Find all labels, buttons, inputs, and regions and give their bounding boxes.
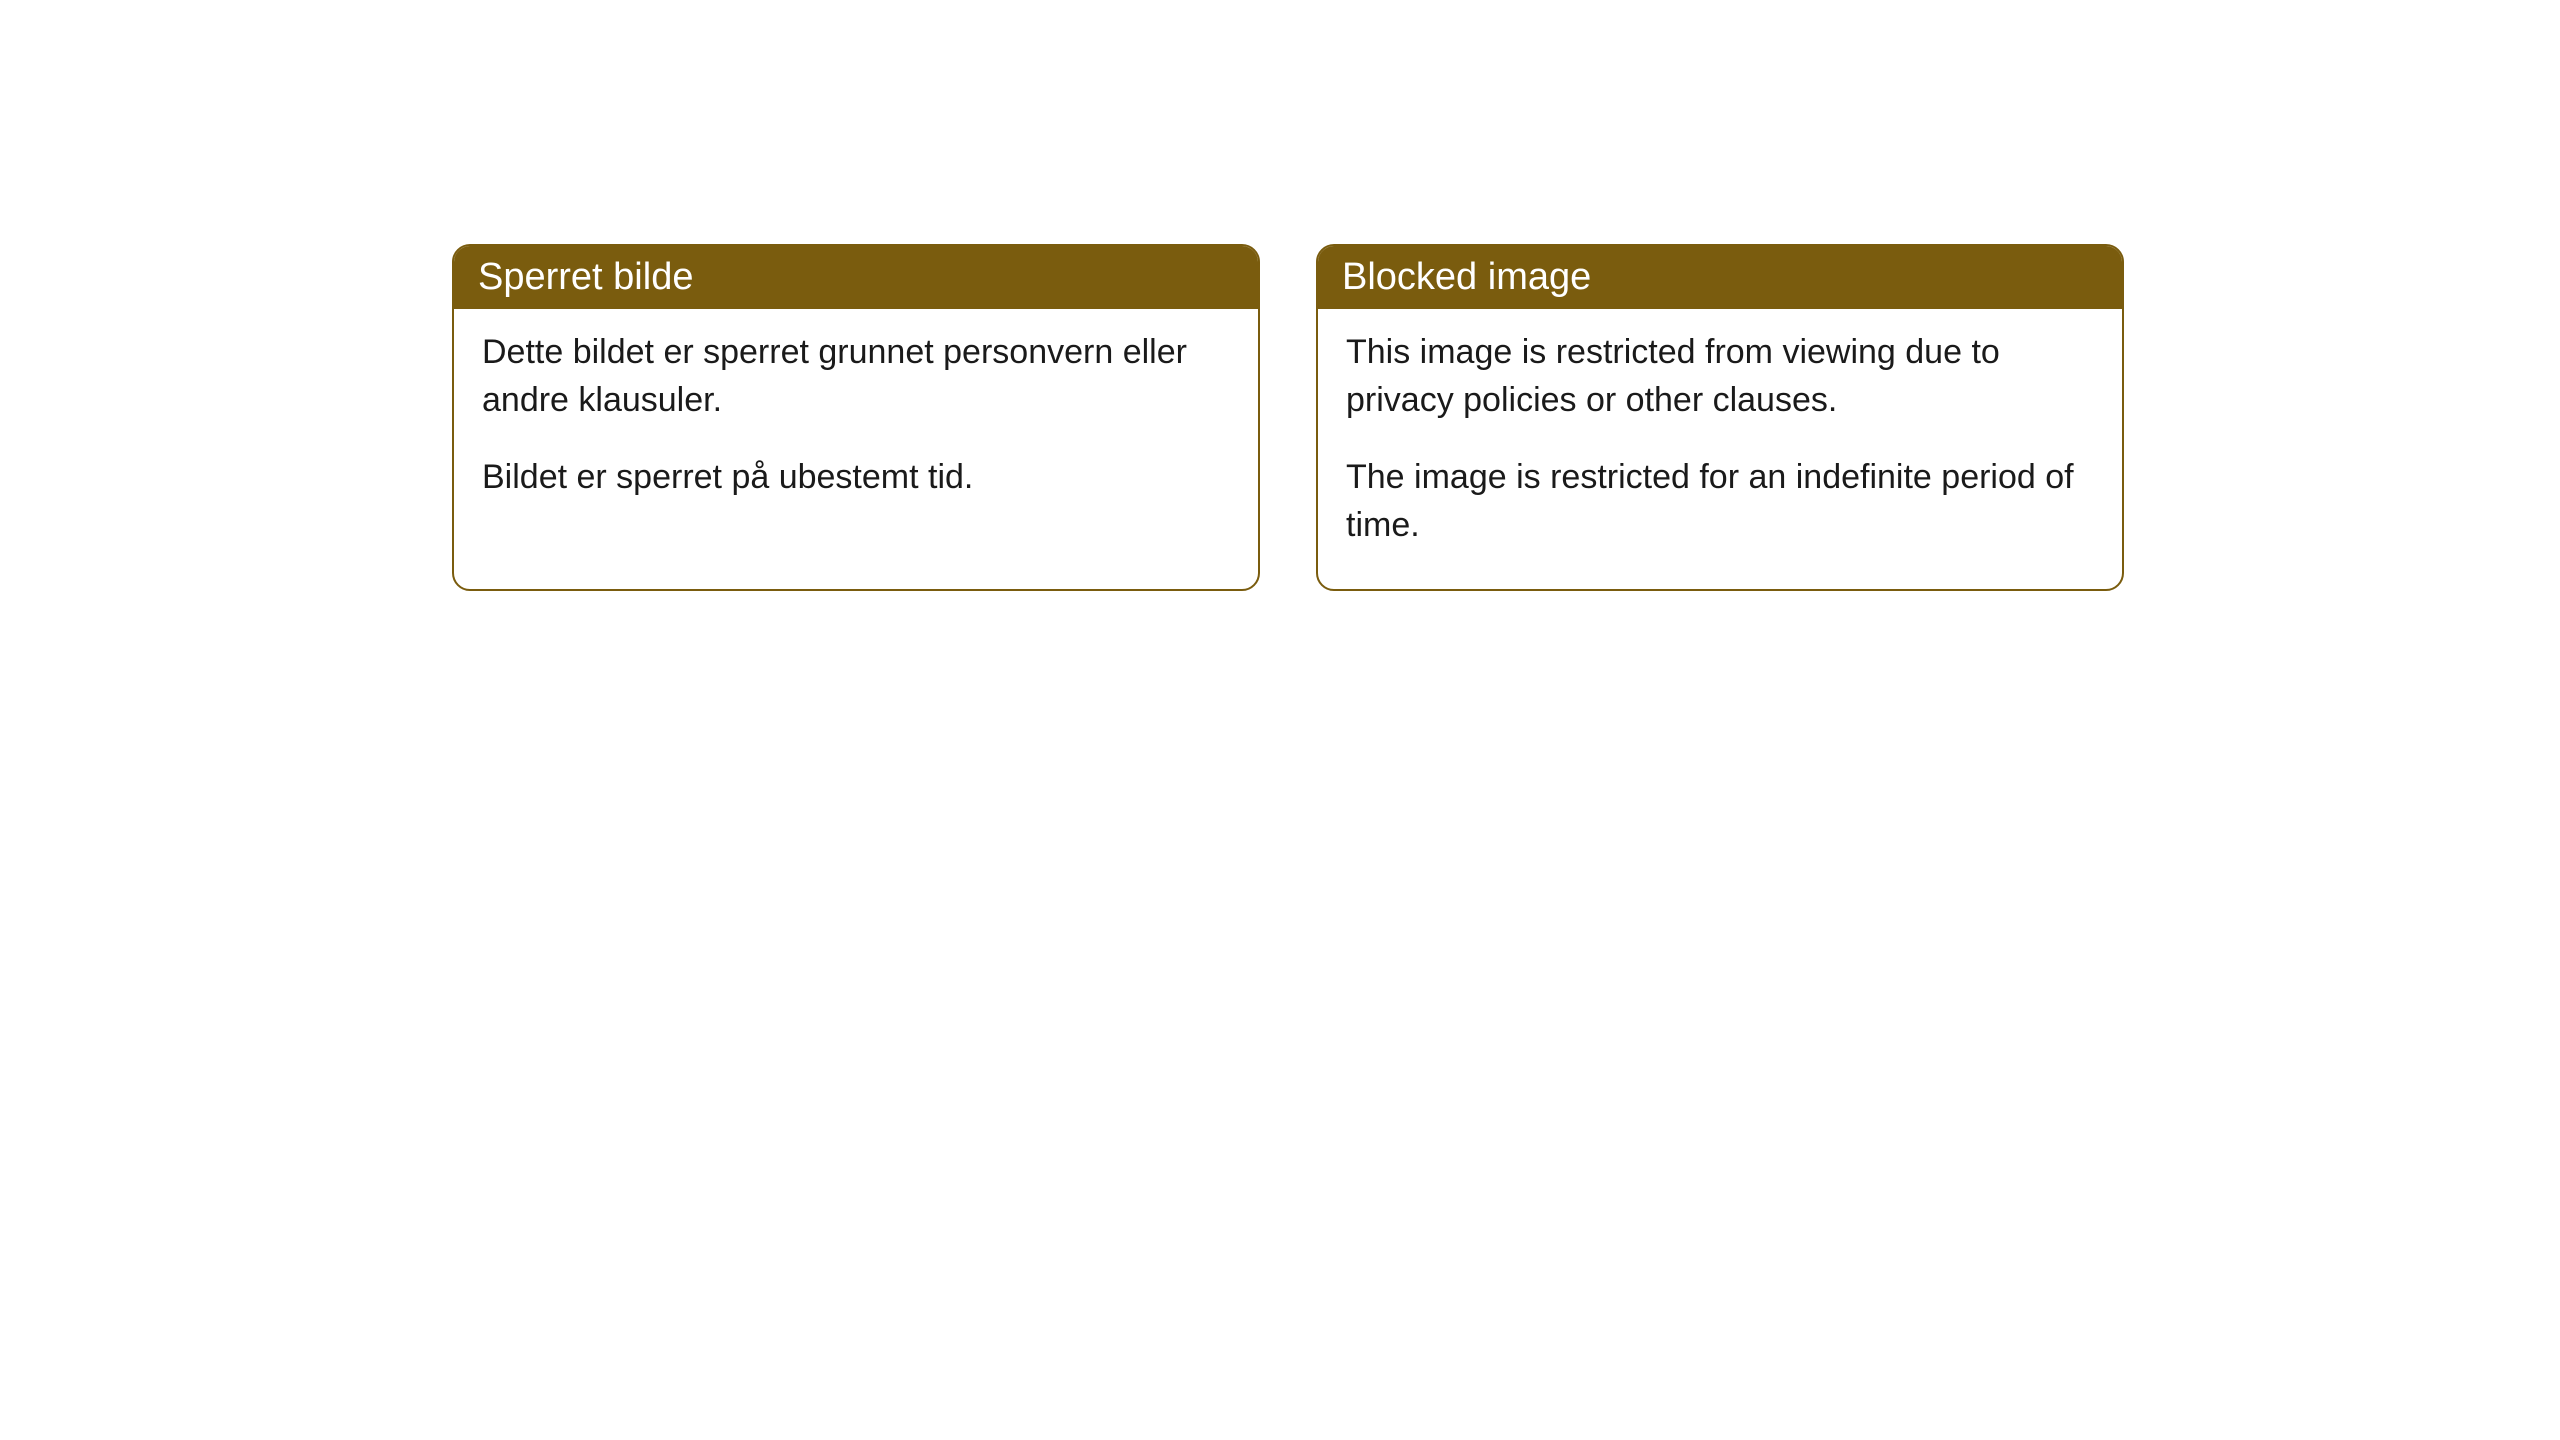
card-paragraph2-english: The image is restricted for an indefinit…	[1346, 454, 2094, 549]
card-norwegian: Sperret bilde Dette bildet er sperret gr…	[452, 244, 1260, 591]
card-paragraph1-english: This image is restricted from viewing du…	[1346, 329, 2094, 424]
card-header-english: Blocked image	[1318, 246, 2122, 309]
card-header-norwegian: Sperret bilde	[454, 246, 1258, 309]
card-title-english: Blocked image	[1342, 256, 1591, 298]
card-title-norwegian: Sperret bilde	[478, 256, 693, 298]
card-body-norwegian: Dette bildet er sperret grunnet personve…	[454, 309, 1258, 542]
card-paragraph1-norwegian: Dette bildet er sperret grunnet personve…	[482, 329, 1230, 424]
card-paragraph2-norwegian: Bildet er sperret på ubestemt tid.	[482, 454, 1230, 502]
card-body-english: This image is restricted from viewing du…	[1318, 309, 2122, 589]
cards-container: Sperret bilde Dette bildet er sperret gr…	[452, 244, 2124, 591]
card-english: Blocked image This image is restricted f…	[1316, 244, 2124, 591]
